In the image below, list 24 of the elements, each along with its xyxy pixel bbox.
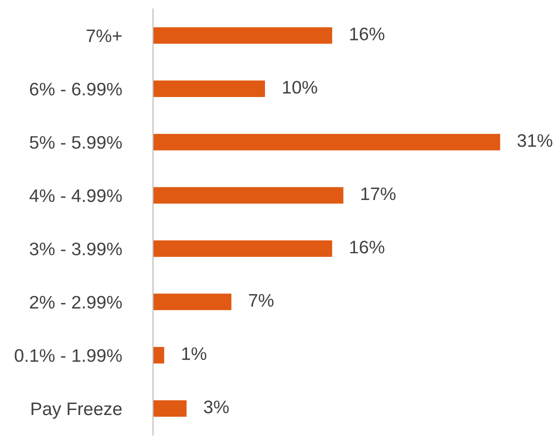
y-tick-label: 7%+ [86,30,122,42]
y-tick-label: 6% - 6.99% [30,82,122,96]
bar [153,187,344,204]
data-label: 16% [350,240,384,254]
bar [153,400,187,417]
bar [153,27,332,44]
y-tick-label: 5% - 5.99% [30,136,122,149]
data-label: 31% [517,134,552,147]
data-label: 7% [248,294,274,307]
data-label: 17% [361,188,396,200]
bar [153,80,265,98]
y-tick-label: 3% - 3.99% [30,242,122,256]
data-label: 10% [283,80,318,94]
data-label: 16% [350,28,384,40]
y-tick-label: 0.1% - 1.99% [14,349,122,362]
bar [153,240,332,257]
y-tick-label: 4% - 4.99% [30,189,122,202]
data-label: 1% [182,347,206,360]
bar [153,294,232,310]
bar [153,346,164,364]
bar [153,134,500,150]
y-tick-label: Pay Freeze [32,402,122,419]
data-label: 3% [204,400,229,414]
y-tick-label: 2% - 2.99% [30,296,122,309]
